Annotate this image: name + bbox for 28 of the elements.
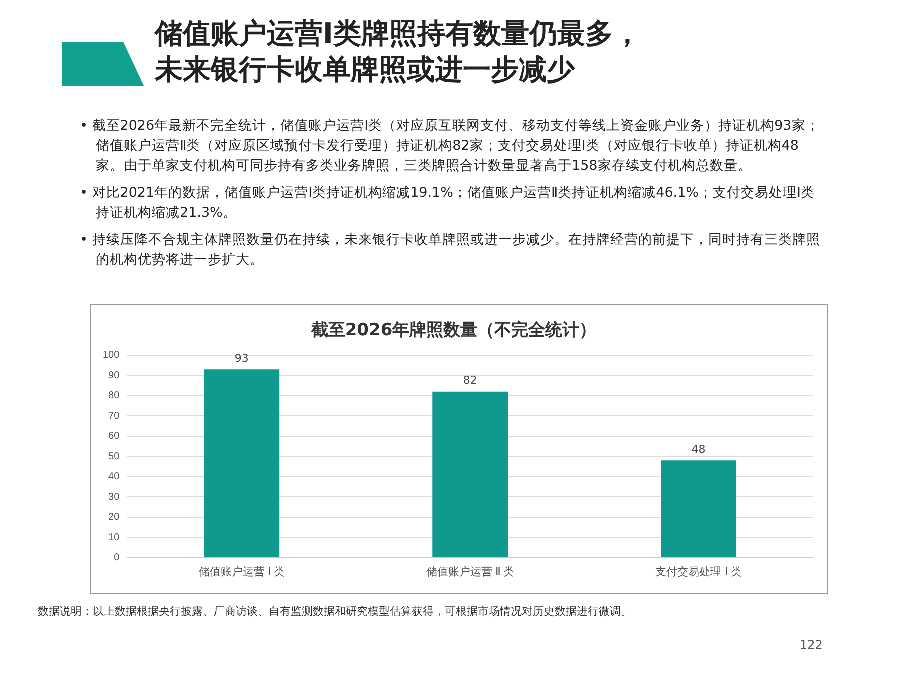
text: • 截至2026年最新不完全统计，储值账户运营Ⅰ类（对应原互联网支付、移动支付等线上资金账户业务）持证机构93家；储值账户运营Ⅱ类（对应原区域预付卡发行受理）持证机构82家；支付交易处理Ⅰ类（对应银行卡收单）持证机构48家。由于单家支付机构可同步持有多类业务牌照，三类牌照合计数量显著高于158家存续支付机构总数量。 [80, 117, 821, 176]
chart-title: 截至2026年牌照数量（不完全统计） [310, 320, 597, 341]
y-tick-label: 90 [108, 370, 120, 382]
text: 储值账户运营Ⅰ类牌照持有数量仍最多， [155, 16, 642, 52]
data-label: 48 [692, 443, 706, 456]
text: 数据说明：以上数据根据央行披露、厂商访谈、自有监测数据和研究模型估算获得，可根据市场情况对历史数据进行微调。 [38, 604, 632, 619]
y-tick-label: 80 [108, 390, 120, 402]
y-tick-label: 50 [108, 451, 120, 462]
bar [204, 370, 280, 558]
y-tick-label: 70 [108, 410, 120, 422]
x-tick-label: 储值账户运营 Ⅱ 类 [426, 565, 514, 578]
bar [661, 460, 736, 558]
y-tick-label: 20 [108, 512, 120, 524]
y-tick-label: 0 [114, 552, 120, 564]
x-tick-label: 支付交易处理 Ⅰ 类 [656, 565, 742, 578]
y-tick-label: 30 [108, 492, 120, 503]
data-label: 82 [463, 374, 478, 388]
data-label: 93 [234, 352, 249, 365]
text: 122 [800, 638, 823, 652]
y-tick-label: 100 [102, 350, 120, 362]
text: 未来银行卡收单牌照或进一步减少 [155, 52, 576, 88]
text: • 持续压降不合规主体牌照数量仍在持续，未来银行卡收单牌照或进一步减少。在持牌经营的前提下，同时持有三类牌照的机构优势将进一步扩大。 [80, 231, 822, 270]
text: • 对比2021年的数据，储值账户运营Ⅰ类持证机构缩减19.1%；储值账户运营Ⅱ类持证机构缩减46.1%；支付交易处理Ⅰ类持证机构缩减21.3%。 [80, 184, 816, 223]
y-tick-label: 60 [108, 431, 120, 442]
y-tick-label: 40 [108, 472, 120, 483]
x-tick-label: 储值账户运营 Ⅰ 类 [198, 565, 285, 578]
y-tick-label: 10 [108, 532, 120, 544]
bar [432, 392, 508, 558]
